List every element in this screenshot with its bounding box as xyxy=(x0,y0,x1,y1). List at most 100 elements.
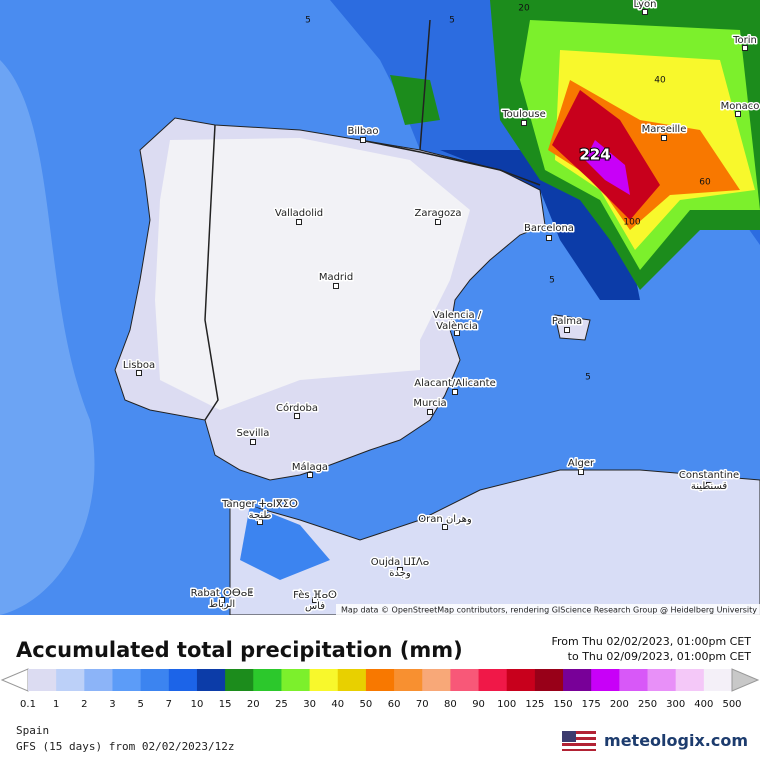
legend-swatch xyxy=(365,669,395,691)
city-label: Lyon xyxy=(633,0,656,10)
city-label: Valencia / xyxy=(433,310,482,321)
legend-tick-label: 70 xyxy=(416,699,429,710)
legend-swatch xyxy=(281,669,311,691)
city-label: قسنطينة xyxy=(691,481,728,492)
legend-tick-label: 20 xyxy=(247,699,260,710)
region: Spain xyxy=(16,724,50,737)
legend-tick-label: 300 xyxy=(666,699,685,710)
city-marker xyxy=(742,45,748,51)
legend-swatch xyxy=(196,669,226,691)
legend-tick-label: 200 xyxy=(610,699,629,710)
legend-swatch xyxy=(28,669,57,691)
legend-swatch xyxy=(478,669,508,691)
city-label: Sevilla xyxy=(237,428,270,439)
contour-label: 40 xyxy=(654,76,666,86)
precip-zone xyxy=(155,138,470,410)
city-label: Tanger ⵜⴰⵏⴳⵉⵔ xyxy=(221,499,298,510)
legend-tick-label: 5 xyxy=(137,699,143,710)
legend-tick-label: 30 xyxy=(303,699,316,710)
city-label: Valladolid xyxy=(275,208,323,219)
city-label: وجدة xyxy=(389,568,411,579)
legend-swatch xyxy=(591,669,620,691)
contour-label: 224 xyxy=(579,146,610,164)
city-label: Torin xyxy=(732,35,757,46)
legend-swatch xyxy=(309,669,339,691)
legend-tick-label: 1 xyxy=(53,699,59,710)
model: GFS (15 days) from 02/02/2023/12z xyxy=(16,740,235,753)
legend-swatch xyxy=(112,669,142,691)
city-marker xyxy=(136,370,142,376)
city-label: Málaga xyxy=(292,461,328,473)
flag xyxy=(562,731,596,751)
city-marker xyxy=(661,135,667,141)
city-label: Barcelona xyxy=(524,223,574,234)
city-marker xyxy=(219,597,225,603)
legend-tick-label: 500 xyxy=(722,699,741,710)
contour-label: 20 xyxy=(518,4,530,14)
legend-swatch xyxy=(394,669,423,691)
legend-swatch xyxy=(422,669,451,691)
contour-label: 5 xyxy=(549,276,555,286)
city-label: Zaragoza xyxy=(414,208,461,219)
island xyxy=(554,314,591,341)
legend-swatch xyxy=(225,669,254,691)
legend-tick-label: 3 xyxy=(109,699,115,710)
city-label: València xyxy=(436,320,478,332)
precip-zone xyxy=(390,75,440,125)
legend-arrow-high xyxy=(731,668,760,692)
legend-swatch xyxy=(450,669,480,691)
city-marker xyxy=(296,219,302,225)
city-label: Oujda ⵡⵊⴷⴰ xyxy=(371,557,430,568)
legend-tick-label: 2 xyxy=(81,699,87,710)
city-marker xyxy=(333,283,339,289)
legend-tick-label: 0.1 xyxy=(20,699,36,710)
legend-arrow-low xyxy=(0,668,29,692)
legend-tick-label: 50 xyxy=(360,699,373,710)
map: Map data © OpenStreetMap contributors, r… xyxy=(0,0,760,615)
legend-title: Accumulated total precipitation (mm) xyxy=(16,638,463,662)
border xyxy=(204,124,219,421)
city-label: Córdoba xyxy=(276,402,318,414)
city-marker xyxy=(360,137,366,143)
legend-swatch xyxy=(534,669,564,691)
legend-tick-label: 400 xyxy=(694,699,713,710)
legend-swatch xyxy=(647,669,677,691)
city-label: Toulouse xyxy=(501,109,545,120)
legend-swatch xyxy=(253,669,282,691)
legend-tick-label: 150 xyxy=(553,699,572,710)
city-label: فاس xyxy=(305,601,325,612)
city-marker xyxy=(564,327,570,333)
city-label: Palma xyxy=(552,316,582,327)
city-label: Murcia xyxy=(413,398,446,409)
city-label: Rabat ⵔⴱⴰⵟ xyxy=(191,588,254,599)
city-label: Constantine xyxy=(679,470,739,481)
land-africa xyxy=(229,469,760,615)
city-label: طنجة xyxy=(249,510,272,521)
legend-tick-label: 80 xyxy=(444,699,457,710)
color-legend xyxy=(0,668,760,692)
city-marker xyxy=(454,330,460,336)
legend-tick-label: 125 xyxy=(525,699,544,710)
border xyxy=(359,19,541,186)
city-marker xyxy=(427,409,433,415)
city-label: Monaco xyxy=(721,101,760,112)
date-from: From Thu 02/02/2023, 01:00pm CET xyxy=(551,635,751,648)
city-marker xyxy=(442,524,448,530)
city-marker xyxy=(706,482,712,488)
legend-swatch xyxy=(563,669,592,691)
city-marker xyxy=(735,111,741,117)
contour-label: 100 xyxy=(623,218,640,228)
legend-swatch xyxy=(619,669,649,691)
legend-tick-label: 10 xyxy=(191,699,204,710)
legend-swatch xyxy=(168,669,198,691)
city-marker xyxy=(578,469,584,475)
brand: meteologix.com xyxy=(604,731,748,750)
precip-zone xyxy=(0,60,95,615)
legend-tick-label: 100 xyxy=(497,699,516,710)
city-marker xyxy=(294,413,300,419)
contour-label: 60 xyxy=(699,178,711,188)
city-marker xyxy=(521,120,527,126)
legend-swatch xyxy=(703,669,733,691)
city-marker xyxy=(546,235,552,241)
